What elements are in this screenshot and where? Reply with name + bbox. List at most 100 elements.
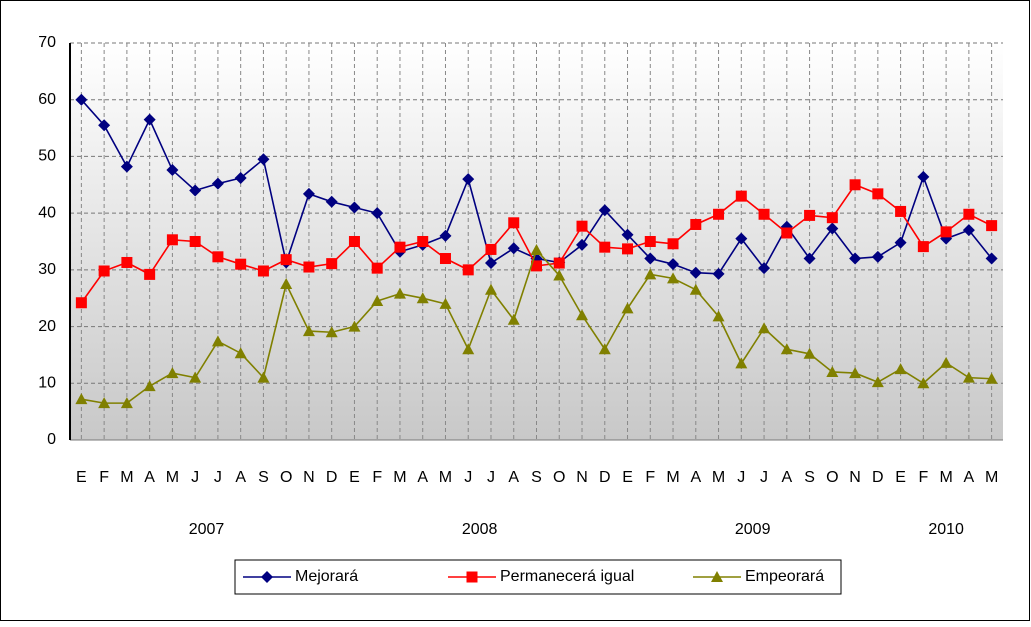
marker — [826, 222, 839, 235]
marker — [189, 371, 202, 383]
x-tick-label: D — [326, 469, 338, 486]
marker — [894, 236, 907, 249]
marker — [144, 268, 156, 280]
x-tick-label: S — [258, 469, 269, 486]
marker — [326, 258, 338, 270]
year-label: 2007 — [189, 521, 225, 538]
year-label: 2008 — [462, 521, 498, 538]
marker — [439, 297, 452, 309]
marker — [257, 153, 270, 166]
marker — [439, 253, 451, 265]
y-tick-label: 10 — [38, 375, 56, 392]
marker — [120, 397, 133, 409]
marker — [553, 257, 565, 269]
marker — [758, 262, 771, 275]
marker — [644, 252, 657, 265]
marker — [302, 325, 315, 337]
marker — [917, 241, 929, 253]
marker — [416, 292, 429, 304]
marker — [713, 208, 725, 220]
x-tick-label: A — [417, 469, 428, 486]
x-tick-label: M — [393, 469, 406, 486]
marker — [895, 205, 907, 217]
x-tick-label: N — [576, 469, 588, 486]
year-label: 2010 — [928, 521, 964, 538]
marker — [75, 393, 88, 405]
x-tick-label: N — [849, 469, 861, 486]
marker — [781, 227, 793, 239]
marker — [348, 201, 361, 214]
marker — [462, 173, 475, 186]
y-tick-label: 40 — [38, 204, 56, 221]
marker — [189, 236, 201, 247]
marker — [803, 347, 816, 359]
legend-item: Permanecerá igual — [448, 568, 634, 585]
marker — [143, 380, 156, 392]
marker — [466, 571, 478, 583]
marker — [621, 302, 634, 314]
marker — [121, 256, 133, 268]
marker — [598, 204, 611, 217]
year-label: 2009 — [735, 521, 771, 538]
marker — [735, 232, 748, 245]
marker — [849, 179, 861, 191]
marker — [986, 220, 998, 232]
legend-label: Permanecerá igual — [500, 568, 634, 585]
x-tick-label: A — [781, 469, 792, 486]
x-tick-label: A — [508, 469, 519, 486]
x-tick-label: S — [531, 469, 542, 486]
marker — [962, 224, 975, 237]
x-tick-label: D — [599, 469, 611, 486]
marker — [348, 320, 361, 332]
marker — [393, 287, 406, 299]
marker — [553, 269, 566, 281]
marker — [826, 365, 839, 377]
x-tick-label: D — [872, 469, 884, 486]
marker — [576, 238, 589, 251]
marker — [98, 397, 111, 409]
marker — [758, 208, 770, 220]
marker — [804, 209, 816, 221]
marker — [462, 343, 475, 355]
x-tick-label: M — [439, 469, 452, 486]
marker — [302, 187, 315, 200]
marker — [166, 164, 179, 177]
marker — [120, 160, 133, 173]
x-tick-label: M — [666, 469, 679, 486]
marker — [234, 171, 247, 184]
marker — [780, 343, 793, 355]
marker — [261, 571, 273, 583]
marker — [211, 335, 224, 347]
marker — [576, 309, 589, 321]
x-tick-label: J — [487, 469, 495, 486]
x-tick-label: E — [349, 469, 360, 486]
x-tick-label: J — [191, 469, 199, 486]
marker — [234, 347, 247, 359]
marker — [211, 177, 224, 190]
marker — [599, 241, 611, 253]
x-tick-label: F — [372, 469, 382, 486]
marker — [166, 367, 179, 379]
marker — [985, 252, 998, 265]
marker — [985, 372, 998, 384]
y-tick-label: 20 — [38, 318, 56, 335]
marker — [689, 283, 702, 295]
marker — [325, 326, 338, 338]
marker — [507, 242, 520, 255]
marker — [803, 252, 816, 265]
marker — [622, 243, 634, 255]
marker — [508, 217, 520, 229]
marker — [872, 188, 884, 200]
marker — [303, 261, 315, 273]
marker — [439, 229, 452, 242]
x-tick-label: F — [918, 469, 928, 486]
legend-item: Empeorará — [693, 568, 824, 585]
x-tick-label: J — [464, 469, 472, 486]
x-tick-label: E — [895, 469, 906, 486]
marker — [143, 113, 156, 126]
y-tick-label: 50 — [38, 148, 56, 165]
marker — [621, 228, 634, 241]
legend-label: Empeorará — [745, 568, 824, 585]
marker — [485, 243, 497, 255]
